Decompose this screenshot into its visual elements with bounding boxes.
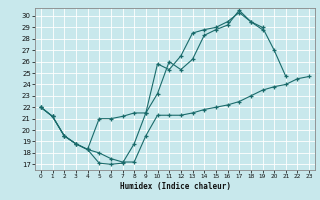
X-axis label: Humidex (Indice chaleur): Humidex (Indice chaleur) [119, 182, 230, 191]
